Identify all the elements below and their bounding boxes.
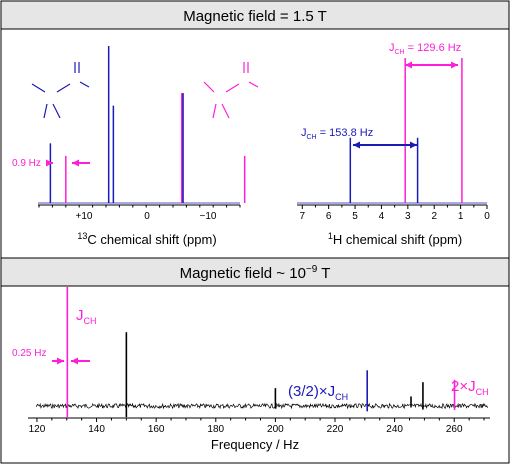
h1-tick-label: 0 bbox=[484, 211, 490, 222]
c13-tick-label: +10 bbox=[76, 211, 93, 222]
h1-spectrum: 7 6 5 4 3 2 1 0 1H chemical shift (ppm) JCH = 1… bbox=[297, 42, 490, 247]
label-three-halves-jch: (3/2)×JCH bbox=[288, 383, 348, 402]
zulf-peaks bbox=[66, 287, 456, 418]
mol-blue-bond bbox=[43, 103, 48, 119]
freq-tick-label: 220 bbox=[327, 424, 344, 435]
h1-peaks bbox=[297, 58, 487, 204]
bottom-panel-title: Magnetic field ~ 10−9 T bbox=[180, 264, 331, 282]
freq-tick-label: 260 bbox=[446, 424, 463, 435]
c13-tick-labels: +10 0 −10 bbox=[76, 211, 217, 222]
h1-tick-label: 5 bbox=[352, 211, 358, 222]
c13-splitting-label: 0.9 Hz bbox=[12, 158, 41, 169]
bottom-panel-header bbox=[0, 257, 510, 287]
molecule-blue bbox=[31, 62, 90, 119]
c13-peaks bbox=[38, 46, 246, 204]
c13-minor-ticks bbox=[38, 205, 241, 208]
top-panel-title: Magnetic field = 1.5 T bbox=[183, 8, 327, 25]
mol-blue-bond bbox=[56, 83, 71, 93]
mol-blue-bond bbox=[31, 83, 46, 93]
h1-tick-label: 7 bbox=[299, 211, 305, 222]
freq-tick-label: 240 bbox=[386, 424, 403, 435]
mol-mag-bond bbox=[225, 83, 240, 93]
h1-x-axis-label: 1H chemical shift (ppm) bbox=[328, 231, 462, 247]
mol-mag-bond bbox=[221, 103, 230, 119]
c13-spectrum: +10 0 −10 13C chemical shift (ppm) 0.9 H… bbox=[12, 46, 246, 247]
jch-magenta-label: JCH = 129.6 Hz bbox=[389, 42, 461, 56]
freq-tick-label: 160 bbox=[148, 424, 165, 435]
label-jch: JCH bbox=[76, 307, 97, 326]
mol-mag-bond bbox=[248, 81, 259, 88]
h1-tick-label: 1 bbox=[458, 211, 464, 222]
mol-mag-bond bbox=[203, 81, 215, 93]
freq-x-axis-label: Frequency / Hz bbox=[211, 437, 299, 452]
freq-tick-label: 140 bbox=[88, 424, 105, 435]
freq-tick-labels: 120 140 160 180 200 220 240 260 bbox=[29, 418, 485, 435]
mol-blue-bond bbox=[79, 81, 90, 88]
mol-mag-bond bbox=[212, 103, 217, 119]
h1-tick-label: 4 bbox=[379, 211, 385, 222]
zulf-noise-trace bbox=[35, 402, 488, 410]
h1-tick-label: 3 bbox=[405, 211, 411, 222]
jch-blue-label: JCH = 153.8 Hz bbox=[301, 127, 373, 141]
label-two-jch: 2×JCH bbox=[451, 378, 489, 397]
zulf-splitting-label: 0.25 Hz bbox=[12, 348, 46, 359]
h1-tick-labels: 7 6 5 4 3 2 1 0 bbox=[299, 205, 490, 222]
c13-x-axis-label: 13C chemical shift (ppm) bbox=[77, 231, 216, 247]
h1-tick-label: 2 bbox=[431, 211, 437, 222]
top-panel-header bbox=[0, 0, 510, 30]
freq-tick-label: 180 bbox=[207, 424, 224, 435]
c13-tick-label: −10 bbox=[200, 211, 217, 222]
molecule-magenta bbox=[203, 62, 259, 119]
zulf-spectrum: 120 140 160 180 200 220 240 260 Frequency / Hz … bbox=[12, 287, 490, 452]
mol-blue-bond bbox=[52, 103, 61, 119]
c13-tick-label: 0 bbox=[144, 211, 150, 222]
h1-tick-label: 6 bbox=[326, 211, 332, 222]
freq-tick-label: 120 bbox=[29, 424, 46, 435]
freq-tick-label: 200 bbox=[267, 424, 284, 435]
